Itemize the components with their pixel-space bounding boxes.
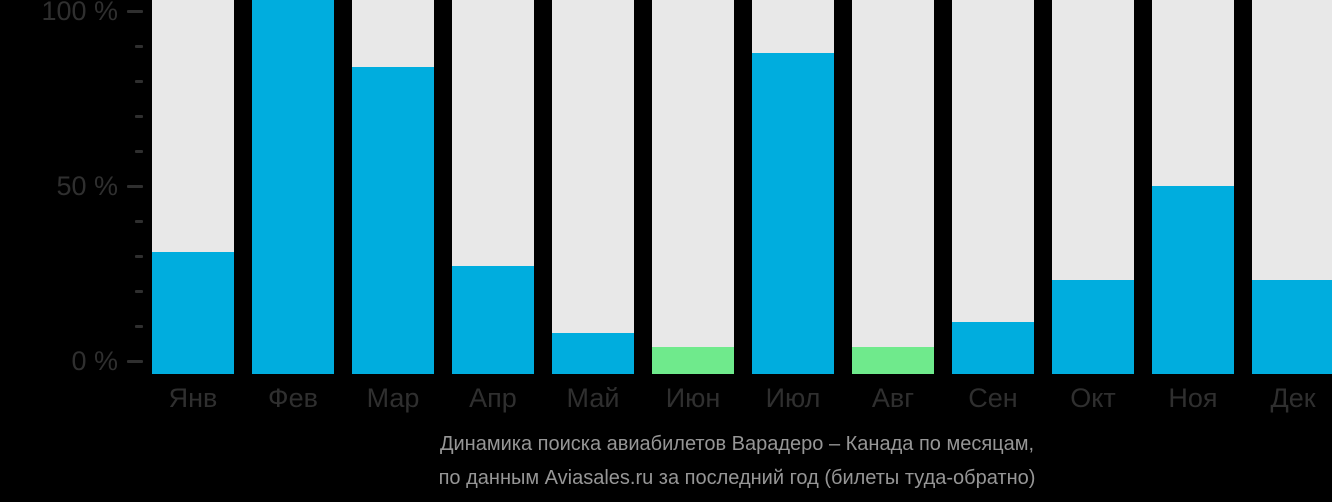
- y-major-tick-100: [127, 10, 143, 13]
- x-axis-label-1: Янв: [168, 383, 218, 413]
- y-minor-tick-10: [135, 325, 143, 328]
- bar-value-1: [152, 252, 234, 374]
- bar-column-8: [852, 0, 934, 374]
- x-axis-label-3: Мар: [366, 383, 420, 413]
- x-axis-label-8: Авг: [871, 383, 915, 413]
- x-axis-label-12: Дек: [1270, 383, 1316, 413]
- bar-column-12: [1252, 0, 1332, 374]
- y-minor-tick-20: [135, 290, 143, 293]
- bar-column-5: [552, 0, 634, 374]
- bar-value-9: [952, 322, 1034, 374]
- bar-value-7: [752, 53, 834, 374]
- bar-value-2: [252, 0, 334, 374]
- y-minor-tick-60: [135, 150, 143, 153]
- chart-title: Динамика поиска авиабилетов Варадеро – К…: [439, 433, 1035, 455]
- y-major-tick-50: [127, 185, 143, 188]
- y-axis-label-50: 50 %: [56, 171, 118, 201]
- x-axis-label-5: Май: [566, 383, 620, 413]
- x-axis-label-6: Июн: [665, 383, 721, 413]
- bar-value-4: [452, 266, 534, 374]
- bar-column-11: [1152, 0, 1234, 374]
- bar-value-5: [552, 333, 634, 374]
- y-minor-tick-80: [135, 80, 143, 83]
- bar-value-12: [1252, 280, 1332, 374]
- bar-column-3: [352, 0, 434, 374]
- bar-value-11: [1152, 186, 1234, 374]
- bar-value-3: [352, 67, 434, 374]
- x-axis-label-2: Фев: [268, 383, 318, 413]
- x-axis-label-7: Июл: [765, 383, 821, 413]
- chart-subtitle: по данным Aviasales.ru за последний год …: [438, 467, 1036, 489]
- x-axis-label-9: Сен: [968, 383, 1018, 413]
- bar-value-6: [652, 347, 734, 374]
- bar-value-8: [852, 347, 934, 374]
- y-minor-tick-30: [135, 255, 143, 258]
- bar-column-1: [152, 0, 234, 374]
- bar-column-4: [452, 0, 534, 374]
- x-axis-label-4: Апр: [469, 383, 517, 413]
- y-major-tick-0: [127, 360, 143, 363]
- bar-column-9: [952, 0, 1034, 374]
- y-axis-label-100: 100 %: [41, 0, 118, 26]
- y-axis-label-0: 0 %: [71, 346, 118, 376]
- x-axis-label-11: Ноя: [1168, 383, 1218, 413]
- bar-column-7: [752, 0, 834, 374]
- bar-column-2: [252, 0, 334, 374]
- y-minor-tick-40: [135, 220, 143, 223]
- x-axis-label-10: Окт: [1070, 383, 1116, 413]
- bar-column-6: [652, 0, 734, 374]
- bar-column-10: [1052, 0, 1134, 374]
- y-minor-tick-90: [135, 45, 143, 48]
- bar-value-10: [1052, 280, 1134, 374]
- y-minor-tick-70: [135, 115, 143, 118]
